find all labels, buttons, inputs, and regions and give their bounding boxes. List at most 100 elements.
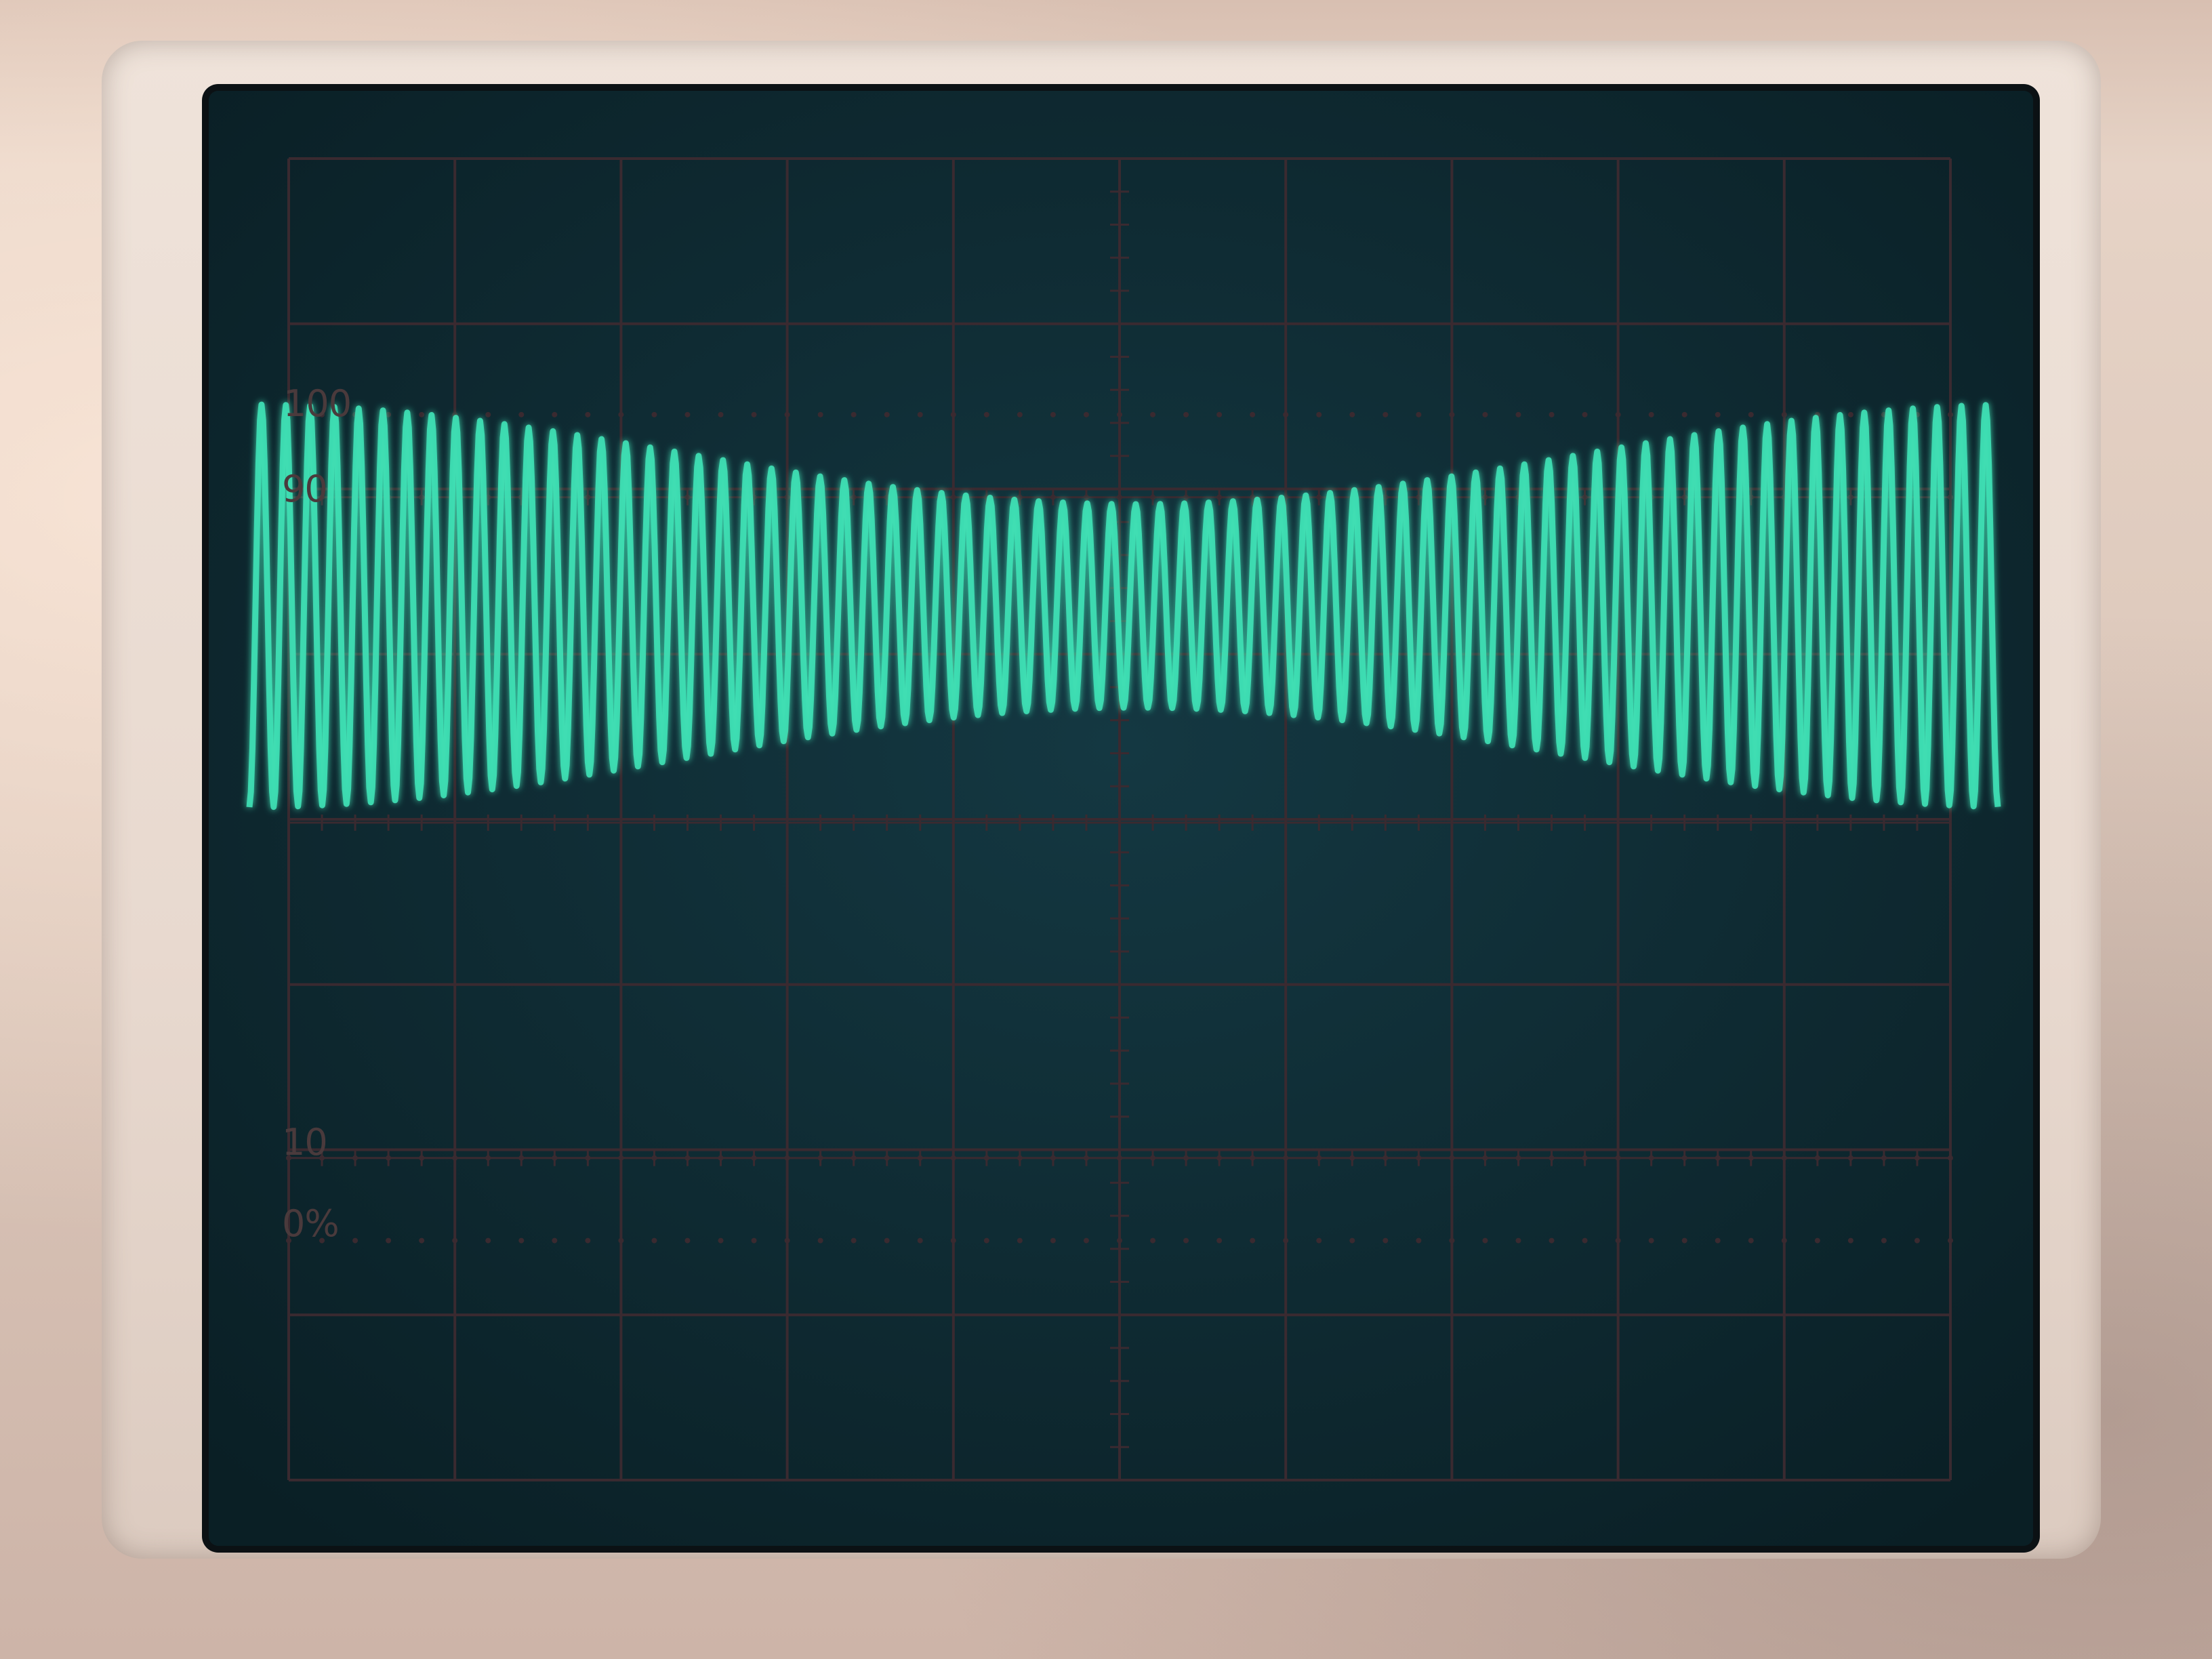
graticule-dot [452, 1237, 458, 1244]
graticule-dot [1017, 411, 1023, 417]
graticule-dot [651, 1237, 657, 1244]
graticule-dot [1582, 411, 1588, 417]
graticule-dot [1948, 1237, 1953, 1244]
graticule-dot [817, 1237, 823, 1244]
graticule-dot [518, 1237, 525, 1244]
graticule-dot [684, 1237, 691, 1244]
graticule-dot [319, 411, 325, 417]
graticule-dot [1482, 1237, 1488, 1244]
graticule-dot [884, 411, 890, 417]
graticule-dot [1715, 1237, 1721, 1244]
graticule-dot [1250, 1237, 1256, 1244]
graticule-dot [1216, 1237, 1223, 1244]
graticule-dot [552, 1237, 558, 1244]
graticule-dot [1150, 411, 1156, 417]
graticule-dot [1648, 411, 1654, 417]
graticule-dot [1881, 1237, 1887, 1244]
graticule-dot [1615, 1237, 1621, 1244]
graticule-label-10: 10 [282, 1121, 328, 1164]
graticule-dot [718, 411, 724, 417]
graticule-dot [1183, 411, 1189, 417]
graticule-dot [950, 411, 956, 417]
graticule-dot [1316, 1237, 1322, 1244]
graticule-dot [386, 1237, 392, 1244]
graticule-dot [1050, 1237, 1056, 1244]
graticule-dot [1847, 411, 1853, 417]
graticule-dot [1117, 411, 1122, 417]
graticule-dot [1681, 1237, 1687, 1244]
graticule-dot [618, 411, 624, 417]
graticule-dot [1083, 411, 1089, 417]
graticule-dot [1781, 411, 1787, 417]
graticule-dot [1316, 411, 1322, 417]
graticule-dot [1582, 1237, 1588, 1244]
graticule-dot [1482, 411, 1488, 417]
graticule-dot [286, 1237, 291, 1244]
graticule-dot [751, 411, 757, 417]
graticule-dot [386, 411, 392, 417]
graticule-dot [1250, 411, 1256, 417]
graticule-dot [319, 1237, 325, 1244]
graticule-dot [1183, 1237, 1189, 1244]
graticule-dot [851, 411, 857, 417]
graticule-dot [552, 411, 558, 417]
graticule-dot [1914, 1237, 1920, 1244]
graticule-dot [1283, 1237, 1289, 1244]
graticule-dot [1515, 1237, 1521, 1244]
graticule-dot [1349, 1237, 1355, 1244]
graticule-dot [1017, 1237, 1023, 1244]
waveform-trace [246, 401, 2001, 811]
graticule-dot [485, 1237, 491, 1244]
graticule-label-100: 100 [283, 382, 352, 425]
graticule-dot [884, 1237, 890, 1244]
graticule-dot [518, 411, 525, 417]
graticule-dot [1549, 1237, 1555, 1244]
graticule-dot [1416, 411, 1422, 417]
graticule-dot [1847, 1237, 1853, 1244]
graticule-dot [1382, 411, 1389, 417]
graticule-label-0: 0% [282, 1202, 340, 1245]
graticule-dot [751, 1237, 757, 1244]
graticule-dot [1050, 411, 1056, 417]
graticule-and-trace [209, 91, 2033, 1546]
graticule-dot [684, 411, 691, 417]
graticule-dot [1814, 1237, 1820, 1244]
graticule-dot [784, 1237, 790, 1244]
graticule-dot [1515, 411, 1521, 417]
graticule-dot [352, 1237, 359, 1244]
graticule-label-90: 90 [282, 468, 328, 510]
graticule-dot [585, 1237, 591, 1244]
graticule-dot [1382, 1237, 1389, 1244]
graticule-dot [1648, 1237, 1654, 1244]
graticule-dot [1948, 411, 1953, 417]
am-waveform-path [246, 401, 2001, 811]
graticule-dot [718, 1237, 724, 1244]
graticule-dot [1150, 1237, 1156, 1244]
graticule-dot [950, 1237, 956, 1244]
graticule-dot [1083, 1237, 1089, 1244]
graticule-dot [1416, 1237, 1422, 1244]
graticule-dot [1681, 411, 1687, 417]
graticule-dot [983, 1237, 989, 1244]
graticule-dot [917, 411, 923, 417]
graticule-dot [1216, 411, 1223, 417]
graticule-dot [1283, 411, 1289, 417]
graticule-dot [419, 1237, 425, 1244]
graticule-dot [1615, 411, 1621, 417]
graticule-dot [784, 411, 790, 417]
graticule-dot [651, 411, 657, 417]
graticule-dot [1117, 1237, 1122, 1244]
graticule-dot [618, 1237, 624, 1244]
graticule-dot [485, 411, 491, 417]
graticule-dot [1349, 411, 1355, 417]
graticule-dot [1748, 411, 1754, 417]
graticule-dot [1449, 1237, 1455, 1244]
graticule-dot [1549, 411, 1555, 417]
graticule-dot [917, 1237, 923, 1244]
graticule-dot [1449, 411, 1455, 417]
graticule-dot [1781, 1237, 1787, 1244]
graticule-dot [419, 411, 425, 417]
graticule-dot [1715, 411, 1721, 417]
graticule-dot [983, 411, 989, 417]
graticule-dot [1748, 1237, 1754, 1244]
